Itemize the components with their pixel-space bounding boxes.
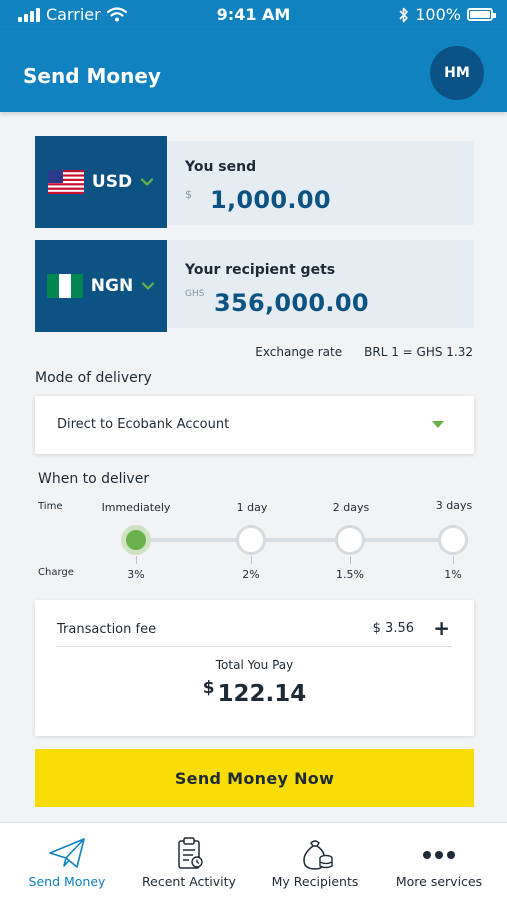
delivery-timeline-track (137, 538, 454, 542)
transaction-fee-value: $ 3.56 (372, 621, 414, 636)
nav-my-recipients[interactable]: My Recipients (252, 823, 378, 900)
time-option: Immediately (101, 501, 171, 514)
time-row-label: Time (38, 501, 63, 512)
exchange-rate-value: BRL 1 = GHS 1.32 (364, 345, 473, 359)
delivery-option-1-day[interactable] (236, 525, 266, 555)
status-time: 9:41 AM (216, 5, 291, 24)
carrier-name: Carrier (46, 5, 101, 24)
page-title: Send Money (23, 64, 161, 88)
nav-label: Send Money (28, 874, 106, 889)
signal-icon (18, 7, 40, 22)
when-to-deliver-label: When to deliver (38, 471, 150, 487)
send-amount-box[interactable]: You send $ 1,000.00 (167, 141, 474, 225)
wifi-icon (106, 7, 127, 22)
charge-option: 1% (444, 568, 462, 581)
total-currency-symbol: $ (202, 678, 215, 698)
charge-option: 2% (242, 568, 260, 581)
receive-currency-selector[interactable]: NGN (35, 240, 167, 332)
clipboard-icon (178, 837, 203, 869)
battery-percent: 100% (415, 5, 461, 24)
nav-send-money[interactable]: Send Money (4, 823, 130, 900)
receive-amount: 356,000.00 (214, 289, 369, 317)
delivery-mode-label: Mode of delivery (35, 370, 152, 386)
timeline-tick (251, 556, 252, 564)
chevron-down-icon (142, 282, 155, 291)
fee-summary-card: Transaction fee $ 3.56 + Total You Pay $… (35, 600, 474, 736)
delivery-option-3-days[interactable] (438, 525, 468, 555)
time-option: 3 days (435, 499, 473, 512)
nav-label: More services (395, 874, 483, 889)
receive-currency-code: NGN (90, 276, 134, 296)
delivery-option-2-days[interactable] (335, 525, 365, 555)
total-value: 122.14 (217, 681, 307, 707)
us-flag-icon (47, 170, 84, 194)
app-header: Send Money HM (0, 30, 507, 112)
time-option: 1 day (236, 501, 268, 514)
send-amount[interactable]: 1,000.00 (210, 186, 331, 214)
send-currency-selector[interactable]: USD (35, 136, 167, 228)
bottom-nav: Send Money Recent Activity My Recipients… (0, 822, 507, 900)
timeline-tick (136, 556, 137, 564)
total-amount: $122.14 (35, 678, 474, 707)
charge-row-label: Charge (38, 567, 74, 578)
receive-label: Your recipient gets (185, 262, 336, 278)
time-option: 2 days (332, 501, 370, 514)
status-left: Carrier (18, 5, 127, 24)
nav-recent-activity[interactable]: Recent Activity (126, 823, 252, 900)
caret-down-icon (432, 421, 444, 428)
money-bag-icon (303, 840, 333, 870)
expand-fee-plus-icon[interactable]: + (433, 616, 450, 640)
paper-plane-icon (49, 838, 85, 868)
more-dots-icon (423, 851, 455, 859)
divider (57, 646, 452, 647)
send-label: You send (185, 159, 257, 175)
send-money-now-button[interactable]: Send Money Now (35, 749, 474, 807)
charge-option: 1.5% (336, 568, 364, 581)
receive-currency-symbol: GHS (185, 289, 205, 299)
exchange-rate: Exchange rate BRL 1 = GHS 1.32 (255, 345, 473, 359)
nav-label: Recent Activity (142, 874, 236, 889)
timeline-tick (350, 556, 351, 564)
total-label: Total You Pay (215, 658, 294, 672)
transaction-fee-label: Transaction fee (57, 622, 157, 637)
nigeria-flag-icon (46, 274, 83, 298)
chevron-down-icon (140, 178, 154, 187)
delivery-option-immediately[interactable] (121, 525, 151, 555)
avatar[interactable]: HM (430, 46, 484, 100)
receive-amount-box[interactable]: Your recipient gets GHS 356,000.00 (167, 240, 474, 328)
delivery-mode-selected: Direct to Ecobank Account (57, 417, 230, 432)
status-bar: Carrier 9:41 AM 100% (0, 0, 507, 30)
exchange-rate-label: Exchange rate (255, 345, 343, 359)
nav-more-services[interactable]: More services (376, 823, 502, 900)
timeline-tick (453, 556, 454, 564)
send-currency-symbol: $ (185, 188, 192, 201)
nav-label: My Recipients (271, 874, 359, 889)
delivery-mode-dropdown[interactable]: Direct to Ecobank Account (35, 396, 474, 454)
bluetooth-icon (399, 7, 409, 22)
charge-option: 3% (127, 568, 145, 581)
send-currency-code: USD (91, 172, 133, 192)
status-right: 100% (399, 5, 496, 24)
battery-icon (467, 8, 496, 21)
